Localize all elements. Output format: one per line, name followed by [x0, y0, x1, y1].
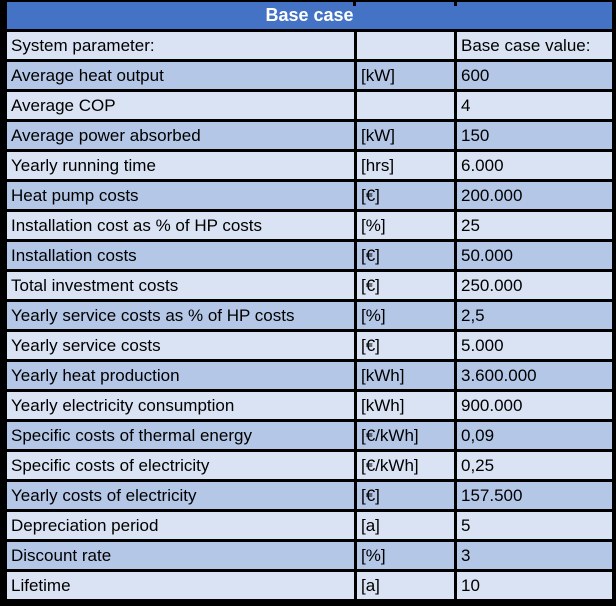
- table-row: Installation cost as % of HP costs [%] 2…: [4, 209, 616, 242]
- parameter-cell[interactable]: Yearly running time: [4, 149, 357, 182]
- unit-cell[interactable]: [%]: [354, 209, 457, 242]
- table-row: Average power absorbed [kW] 150: [4, 119, 616, 152]
- value-cell[interactable]: 2,5: [453, 299, 616, 332]
- parameter-cell[interactable]: Total investment costs: [4, 269, 357, 302]
- table-row: Average heat output [kW] 600: [4, 59, 616, 92]
- value-cell[interactable]: 6.000: [453, 149, 616, 182]
- table-row: Heat pump costs [€] 200.000: [4, 179, 616, 212]
- parameter-cell[interactable]: Yearly electricity consumption: [4, 389, 357, 422]
- table-row: Installation costs [€] 50.000: [4, 239, 616, 272]
- unit-cell[interactable]: [kWh]: [354, 389, 457, 422]
- value-cell[interactable]: 5.000: [453, 329, 616, 362]
- parameter-cell[interactable]: Yearly heat production: [4, 359, 357, 392]
- parameter-cell[interactable]: Average power absorbed: [4, 119, 357, 152]
- parameter-cell[interactable]: Yearly costs of electricity: [4, 479, 357, 512]
- grid-tick-col2: [454, 0, 457, 6]
- table-title-cell[interactable]: Base case: [3, 2, 616, 32]
- table-row: Discount rate [%] 3: [4, 539, 616, 572]
- value-cell[interactable]: 200.000: [453, 179, 616, 212]
- table-row: Base case: [3, 2, 616, 32]
- value-cell[interactable]: 0,25: [453, 449, 616, 482]
- unit-cell[interactable]: [€]: [354, 329, 457, 362]
- value-cell[interactable]: 50.000: [453, 239, 616, 272]
- unit-cell[interactable]: [€]: [354, 269, 457, 302]
- unit-cell[interactable]: [%]: [354, 539, 457, 572]
- unit-cell[interactable]: [€]: [354, 179, 457, 212]
- value-cell[interactable]: 10: [453, 569, 616, 602]
- unit-cell[interactable]: [kW]: [354, 119, 457, 152]
- table-row: Yearly heat production [kWh] 3.600.000: [4, 359, 616, 392]
- table-row: Specific costs of thermal energy [€/kWh]…: [4, 419, 616, 452]
- parameter-cell[interactable]: Installation cost as % of HP costs: [4, 209, 357, 242]
- table-row: Yearly running time [hrs] 6.000: [4, 149, 616, 182]
- table-row: Average COP 4: [4, 89, 616, 122]
- table-row: Yearly electricity consumption [kWh] 900…: [4, 389, 616, 422]
- value-cell[interactable]: 150: [453, 119, 616, 152]
- value-cell[interactable]: 4: [453, 89, 616, 122]
- table-row: Lifetime [a] 10: [4, 569, 616, 602]
- parameter-cell[interactable]: Average COP: [4, 89, 357, 122]
- parameter-cell[interactable]: Yearly service costs: [4, 329, 357, 362]
- unit-cell[interactable]: [kW]: [354, 59, 457, 92]
- value-cell[interactable]: 250.000: [453, 269, 616, 302]
- unit-cell[interactable]: [€]: [354, 239, 457, 272]
- parameter-cell[interactable]: Depreciation period: [4, 509, 357, 542]
- parameter-cell[interactable]: Discount rate: [4, 539, 357, 572]
- value-cell[interactable]: 600: [453, 59, 616, 92]
- table-row: Depreciation period [a] 5: [4, 509, 616, 542]
- unit-cell[interactable]: [hrs]: [354, 149, 457, 182]
- value-cell[interactable]: 5: [453, 509, 616, 542]
- parameter-cell[interactable]: Lifetime: [4, 569, 357, 602]
- column-header-value[interactable]: Base case value:: [453, 29, 616, 62]
- table-row: System parameter: Base case value:: [4, 29, 616, 62]
- unit-cell[interactable]: [€]: [354, 479, 457, 512]
- parameter-cell[interactable]: Specific costs of electricity: [4, 449, 357, 482]
- table-row: Yearly service costs as % of HP costs [%…: [4, 299, 616, 332]
- value-cell[interactable]: 3.600.000: [453, 359, 616, 392]
- table-row: Total investment costs [€] 250.000: [4, 269, 616, 302]
- column-header-parameter[interactable]: System parameter:: [4, 29, 357, 62]
- parameter-cell[interactable]: Heat pump costs: [4, 179, 357, 212]
- value-cell[interactable]: 900.000: [453, 389, 616, 422]
- parameter-cell[interactable]: Installation costs: [4, 239, 357, 272]
- unit-cell[interactable]: [%]: [354, 299, 457, 332]
- base-case-table: Base case System parameter: Base case va…: [3, 2, 616, 602]
- value-cell[interactable]: 3: [453, 539, 616, 572]
- table-row: Specific costs of electricity [€/kWh] 0,…: [4, 449, 616, 482]
- column-header-unit[interactable]: [354, 29, 457, 62]
- value-cell[interactable]: 0,09: [453, 419, 616, 452]
- parameter-cell[interactable]: Specific costs of thermal energy: [4, 419, 357, 452]
- unit-cell[interactable]: [€/kWh]: [354, 449, 457, 482]
- unit-cell[interactable]: [€/kWh]: [354, 419, 457, 452]
- parameter-cell[interactable]: Average heat output: [4, 59, 357, 92]
- unit-cell[interactable]: [a]: [354, 509, 457, 542]
- table-row: Yearly costs of electricity [€] 157.500: [4, 479, 616, 512]
- unit-cell[interactable]: [354, 89, 457, 122]
- grid-tick-col1: [353, 0, 356, 6]
- value-cell[interactable]: 25: [453, 209, 616, 242]
- table-row: Yearly service costs [€] 5.000: [4, 329, 616, 362]
- parameter-cell[interactable]: Yearly service costs as % of HP costs: [4, 299, 357, 332]
- value-cell[interactable]: 157.500: [453, 479, 616, 512]
- unit-cell[interactable]: [a]: [354, 569, 457, 602]
- unit-cell[interactable]: [kWh]: [354, 359, 457, 392]
